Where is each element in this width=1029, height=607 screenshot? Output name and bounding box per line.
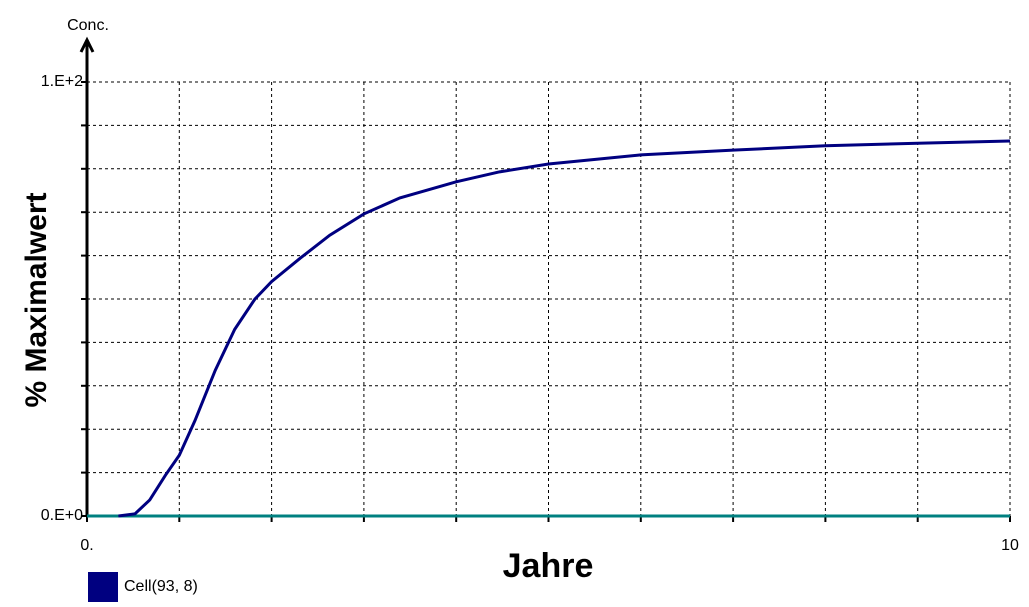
- x-tick-label: 0.: [80, 537, 93, 554]
- x-tick-label: 10: [1001, 537, 1019, 554]
- y-tick-label: 1.E+2: [41, 73, 83, 90]
- legend-swatch: [88, 572, 118, 602]
- line-series: [118, 139, 1011, 518]
- axis-title: Conc.: [67, 17, 109, 34]
- y-axis-label: % Maximalwert: [20, 192, 53, 407]
- y-tick-label: 0.E+0: [41, 507, 83, 524]
- x-axis-label: Jahre: [503, 547, 594, 585]
- y-axis-arrow: [79, 36, 95, 53]
- legend-label: Cell(93, 8): [124, 578, 198, 595]
